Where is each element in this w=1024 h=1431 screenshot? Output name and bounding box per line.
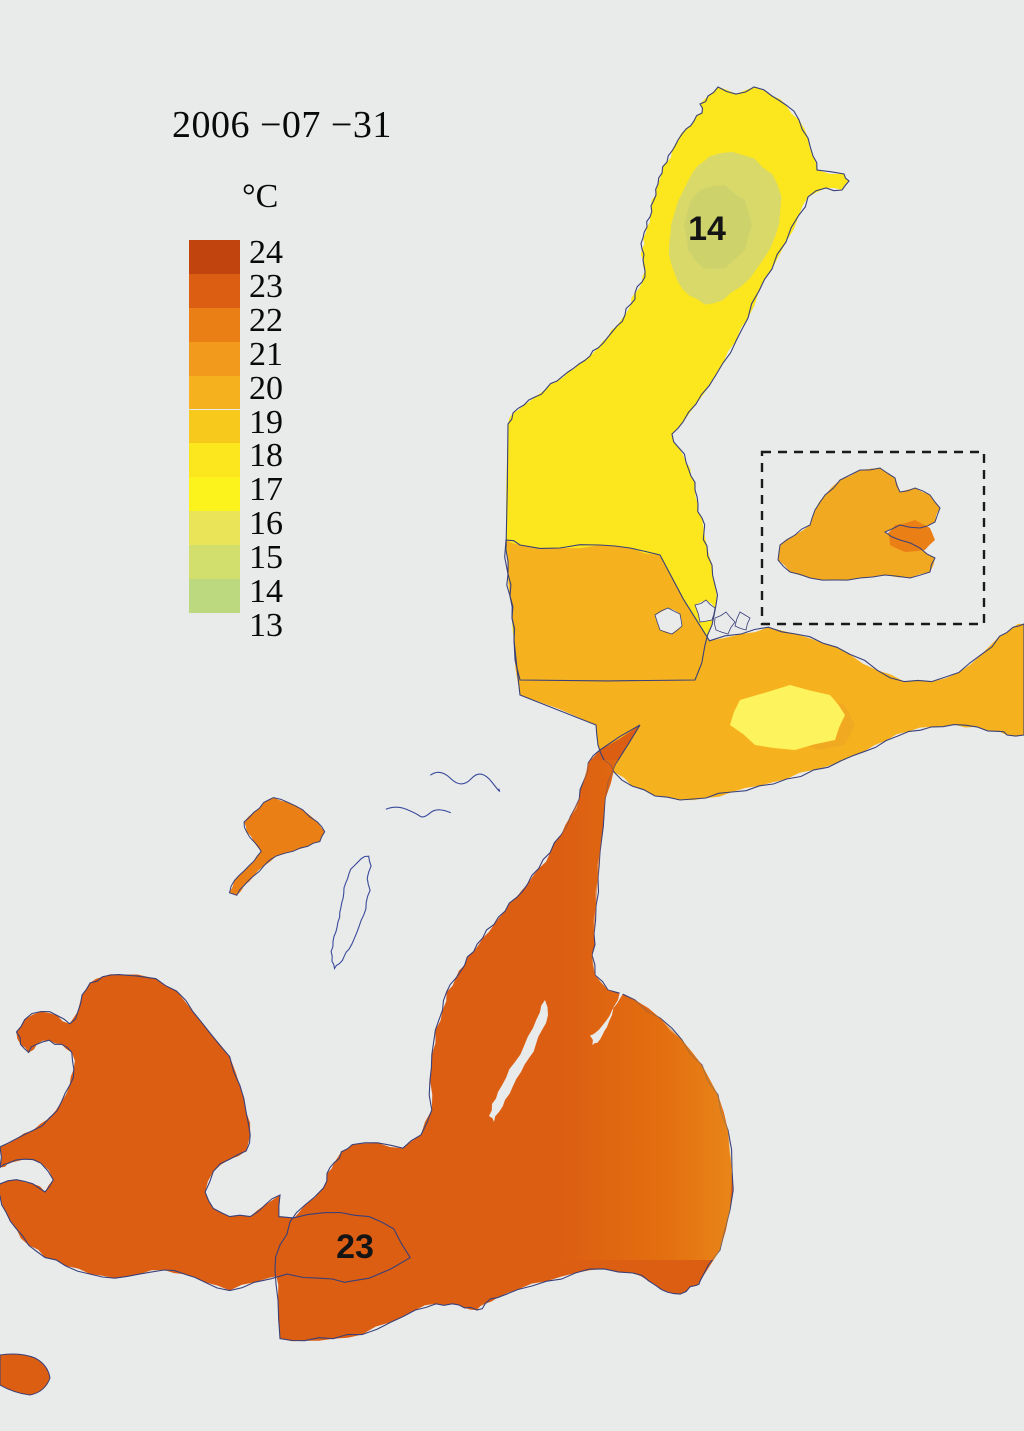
svg-text:23: 23 <box>336 1228 374 1266</box>
svg-text:14: 14 <box>688 210 726 248</box>
